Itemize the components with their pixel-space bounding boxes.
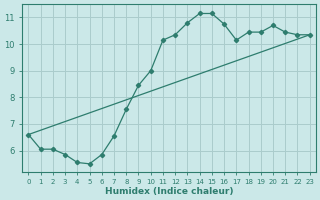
X-axis label: Humidex (Indice chaleur): Humidex (Indice chaleur) xyxy=(105,187,233,196)
